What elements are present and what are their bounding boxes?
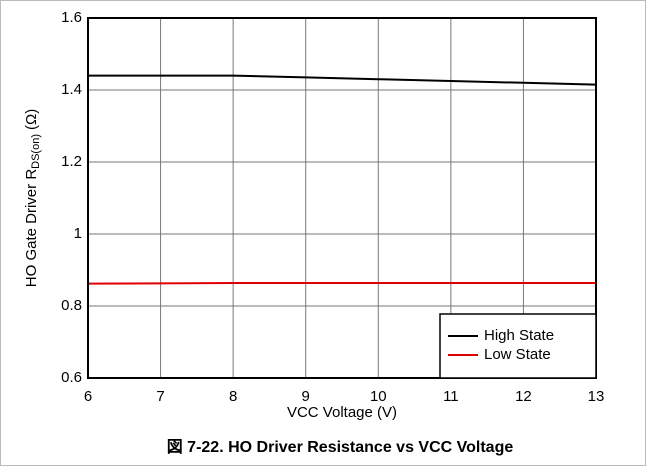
- y-tick-label: 0.8: [61, 297, 82, 314]
- x-tick-label: 10: [370, 388, 387, 405]
- legend-label: Low State: [484, 346, 551, 363]
- legend-label: High State: [484, 327, 554, 344]
- y-tick-label: 1: [74, 225, 82, 242]
- x-tick-label: 6: [84, 388, 92, 405]
- y-label-suffix: (Ω): [23, 109, 40, 130]
- y-label-subscript: DS(on): [30, 134, 42, 169]
- y-tick-label: 1.2: [61, 153, 82, 170]
- x-tick-label: 13: [588, 388, 605, 405]
- legend-box: [439, 313, 597, 379]
- x-tick-label: 7: [156, 388, 164, 405]
- y-tick-label: 1.6: [61, 9, 82, 26]
- plot-border: [87, 17, 597, 379]
- series-line: [87, 281, 596, 285]
- y-label-text: HO Gate Driver R: [23, 169, 40, 288]
- x-tick-label: 11: [443, 388, 459, 405]
- y-axis-label: HO Gate Driver RDS(on) (Ω): [23, 109, 42, 287]
- y-tick-label: 0.6: [61, 369, 82, 386]
- series-line: [88, 74, 597, 86]
- x-tick-label: 8: [229, 388, 237, 405]
- x-tick-label: 9: [302, 388, 310, 405]
- y-tick-label: 1.4: [61, 81, 82, 98]
- x-axis-label: VCC Voltage (V): [287, 404, 397, 421]
- chart-title: 図 7-22. HO Driver Resistance vs VCC Volt…: [167, 438, 514, 456]
- x-tick-label: 12: [515, 388, 532, 405]
